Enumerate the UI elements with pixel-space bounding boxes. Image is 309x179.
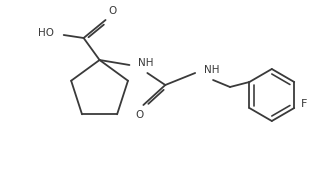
Text: F: F [301, 99, 307, 109]
Text: NH: NH [204, 65, 220, 75]
Text: NH: NH [138, 58, 154, 68]
Text: O: O [135, 110, 143, 120]
Text: O: O [108, 6, 117, 16]
Text: HO: HO [38, 28, 54, 38]
